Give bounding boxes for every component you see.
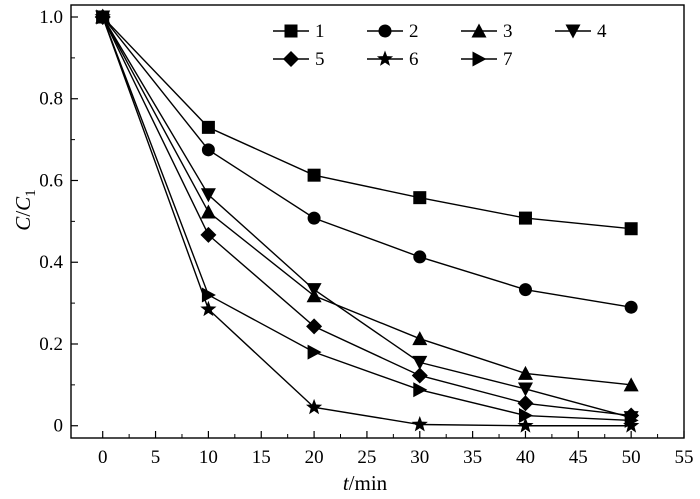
legend-item-5: 5 [273,49,325,70]
data-point-series-6 [411,416,428,432]
data-point-series-7 [518,408,533,424]
data-point-series-3 [623,377,639,392]
series-line-1 [102,16,632,230]
data-point-series-7 [413,382,428,398]
data-point-series-3 [200,204,216,219]
data-point-series-1 [307,168,321,182]
legend-label: 6 [409,49,419,70]
series-line-3 [102,16,632,386]
y-tick-label: 0.6 [39,170,63,191]
x-tick-label: 15 [252,447,271,468]
series-line-7 [102,16,632,422]
data-point-series-7 [307,344,322,360]
x-tick-label: 50 [622,447,641,468]
data-point-series-1 [624,222,638,236]
data-point-series-6 [517,417,534,433]
y-tick-label: 0.2 [39,334,63,355]
x-tick-label: 45 [569,447,588,468]
data-point-series-2 [307,211,321,225]
legend-marker [378,24,392,38]
data-point-series-4 [306,283,322,298]
x-tick-label: 10 [199,447,218,468]
data-point-series-2 [201,143,215,157]
data-point-series-1 [518,211,532,225]
legend-label: 5 [315,49,325,70]
legend-label: 2 [409,21,419,42]
x-axis-title-italic: t [343,471,350,495]
data-point-series-6 [306,398,323,415]
data-point-series-1 [413,191,427,205]
y-tick-label: 0 [54,416,64,437]
legend-item-7: 7 [461,49,513,70]
series-line-6 [102,16,632,427]
legend-item-4: 4 [555,21,607,42]
x-axis-title-unit: /min [349,471,388,495]
svg-text:C/C1: C/C1 [11,189,39,230]
y-tick-label: 0.4 [39,252,63,273]
data-point-series-6 [623,417,640,433]
legend-marker [283,51,299,67]
data-point-series-2 [624,300,638,314]
legend: 1 2 3 4 5 6 7 [273,21,607,70]
data-point-series-5 [200,226,217,243]
data-point-series-4 [517,382,533,397]
legend-item-2: 2 [367,21,419,42]
legend-marker [472,51,487,67]
data-point-series-2 [413,250,427,264]
data-point-series-4 [412,355,428,370]
y-axis-title-subscript: 1 [23,189,39,197]
legend-item-1: 1 [273,21,325,42]
x-axis-title: t/min [343,471,388,495]
legend-label: 7 [503,49,513,70]
x-tick-label: 20 [305,447,324,468]
data-point-series-2 [518,283,532,297]
series-line-4 [102,16,632,419]
data-point-series-7 [201,287,216,303]
y-axis-title-c: C [11,216,35,231]
series-line-2 [102,16,632,308]
legend-marker [565,24,581,39]
x-tick-label: 55 [675,447,694,468]
x-tick-label: 25 [357,447,376,468]
legend-marker [471,23,487,38]
legend-item-3: 3 [461,21,513,42]
data-point-series-3 [412,331,428,346]
data-point-series-4 [200,188,216,203]
x-tick-label: 0 [98,447,108,468]
data-point-series-7 [96,9,111,25]
legend-marker [376,50,394,66]
data-point-series-1 [201,120,215,134]
x-tick-label: 35 [463,447,482,468]
y-axis-title-slash: / [11,211,35,217]
plot-frame [70,4,685,439]
series-line-5 [102,16,632,417]
legend-label: 4 [597,21,607,42]
legend-label: 3 [503,21,513,42]
x-tick-label: 40 [516,447,535,468]
x-tick-label: 5 [151,447,161,468]
data-point-series-5 [306,318,323,335]
y-axis-title: C/C1 [11,189,39,230]
x-tick-label: 30 [410,447,429,468]
data-point-series-5 [517,395,534,412]
legend-item-6: 6 [367,49,419,70]
y-tick-label: 1.0 [39,7,63,28]
y-axis-title-c1: C [11,196,35,211]
legend-marker [284,24,298,38]
data-point-series-6 [200,300,217,317]
data-point-series-7 [624,412,639,428]
legend-label: 1 [315,21,325,42]
data-point-series-5 [411,367,428,384]
y-tick-label: 0.8 [39,89,63,110]
data-point-series-3 [517,365,533,380]
svg-text:t/min: t/min [343,471,388,495]
